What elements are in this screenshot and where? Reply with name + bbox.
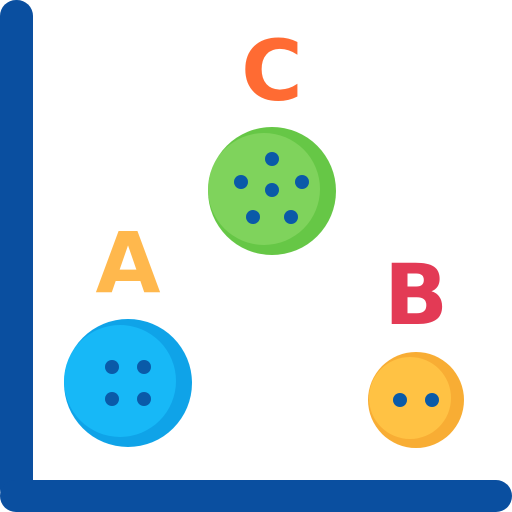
button-b-highlight [369,357,451,439]
button-a-hole [105,360,119,374]
item-c: C [208,22,336,255]
button-c-hole [265,183,279,197]
item-a: A [64,214,192,447]
button-c-hole [295,175,309,189]
button-b-icon [368,352,464,448]
button-c-highlight [208,133,320,245]
button-c-hole [284,210,298,224]
button-b-hole [425,393,439,407]
button-c-hole [265,152,279,166]
button-a-icon [64,319,192,447]
button-c-icon [208,127,336,255]
button-a-hole [137,392,151,406]
x-axis [0,480,512,512]
letter-a-label: A [95,214,160,312]
button-c-hole [234,175,248,189]
button-a-hole [137,360,151,374]
button-c-hole [246,210,260,224]
button-a-hole [105,392,119,406]
y-axis [0,0,33,505]
button-a-highlight [64,325,176,437]
letter-c-label: C [241,22,303,120]
button-b-hole [393,393,407,407]
letter-b-label: B [384,246,448,344]
item-b: B [368,246,464,448]
